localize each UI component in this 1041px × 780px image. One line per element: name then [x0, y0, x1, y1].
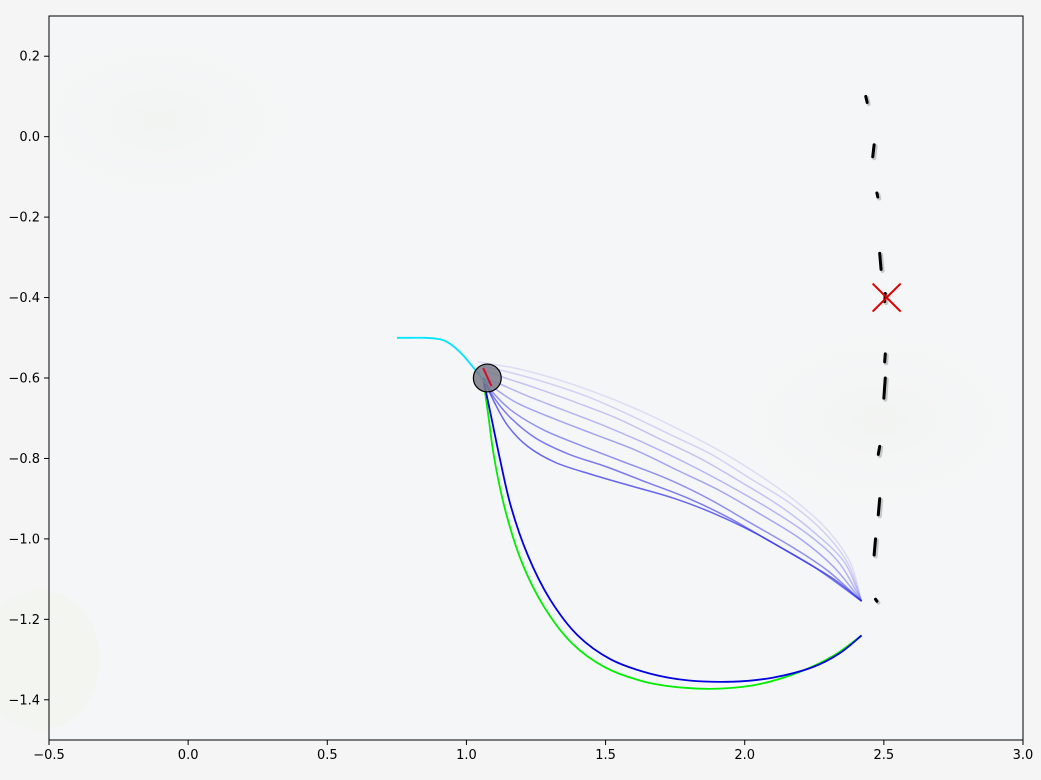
reference-path-layer — [482, 377, 863, 690]
obstacle-2 — [871, 143, 876, 159]
background-field — [0, 30, 1040, 730]
y-tick-label: −0.4 — [8, 291, 40, 306]
x-tick-label: 1.0 — [456, 748, 477, 763]
obstacle-9 — [876, 497, 882, 517]
x-tick-label: 0.0 — [178, 748, 199, 763]
obstacle-3 — [875, 191, 880, 199]
obstacle-shadow-9 — [877, 498, 884, 519]
candidate-path-2 — [482, 377, 863, 602]
robot-heading — [482, 367, 493, 387]
obstacle-11 — [874, 597, 879, 603]
obstacle-shadow-7 — [883, 377, 889, 402]
y-tick-label: −1.0 — [8, 532, 40, 547]
obstacle-shadow-8 — [877, 445, 884, 458]
reference-path — [482, 377, 863, 690]
y-tick-label: 0.2 — [19, 50, 40, 65]
x-tick-label: 3.0 — [1013, 748, 1034, 763]
y-tick-label: −0.6 — [8, 372, 40, 387]
optimized-path-layer — [482, 377, 863, 683]
x-tick-label: 2.0 — [734, 748, 755, 763]
candidate-path-7 — [482, 365, 863, 602]
optimized-path — [482, 377, 863, 683]
candidate-path-5 — [482, 377, 863, 602]
x-tick-label: 0.5 — [317, 748, 338, 763]
x-tick-label: −0.5 — [33, 748, 65, 763]
obstacle-1 — [864, 94, 869, 104]
target-marker-stroke-2 — [871, 282, 902, 313]
obstacle-shadow-6 — [884, 353, 889, 366]
candidate-path-8 — [477, 361, 863, 602]
candidate-path-3 — [482, 377, 863, 602]
y-tick-label: −0.8 — [8, 452, 40, 467]
obstacle-shadow-2 — [872, 144, 878, 161]
y-tick-label: 0.0 — [19, 130, 40, 145]
x-tick-label: 2.5 — [874, 748, 895, 763]
y-tick-label: −1.2 — [8, 613, 40, 628]
obstacle-8 — [876, 444, 882, 456]
obstacle-6 — [883, 352, 887, 364]
obstacle-4 — [878, 251, 883, 271]
candidate-path-4 — [482, 377, 863, 602]
y-axis: −1.4 −1.2 −1.0 −0.8 −0.6 −0.4 −0.2 0.0 0.2 — [8, 50, 49, 708]
obstacle-shadow-10 — [873, 538, 880, 559]
target-layer — [871, 282, 902, 313]
x-tick-label: 1.5 — [595, 748, 616, 763]
candidate-path-6 — [482, 369, 863, 602]
y-tick-label: −0.2 — [8, 211, 40, 226]
x-axis: −0.5 0.0 0.5 1.0 1.5 2.0 2.5 3.0 — [33, 740, 1033, 763]
y-tick-label: −1.4 — [8, 693, 40, 708]
robot-layer — [472, 363, 502, 393]
obstacle-7 — [882, 376, 887, 400]
candidate-paths — [477, 361, 863, 602]
obstacle-10 — [872, 537, 878, 557]
